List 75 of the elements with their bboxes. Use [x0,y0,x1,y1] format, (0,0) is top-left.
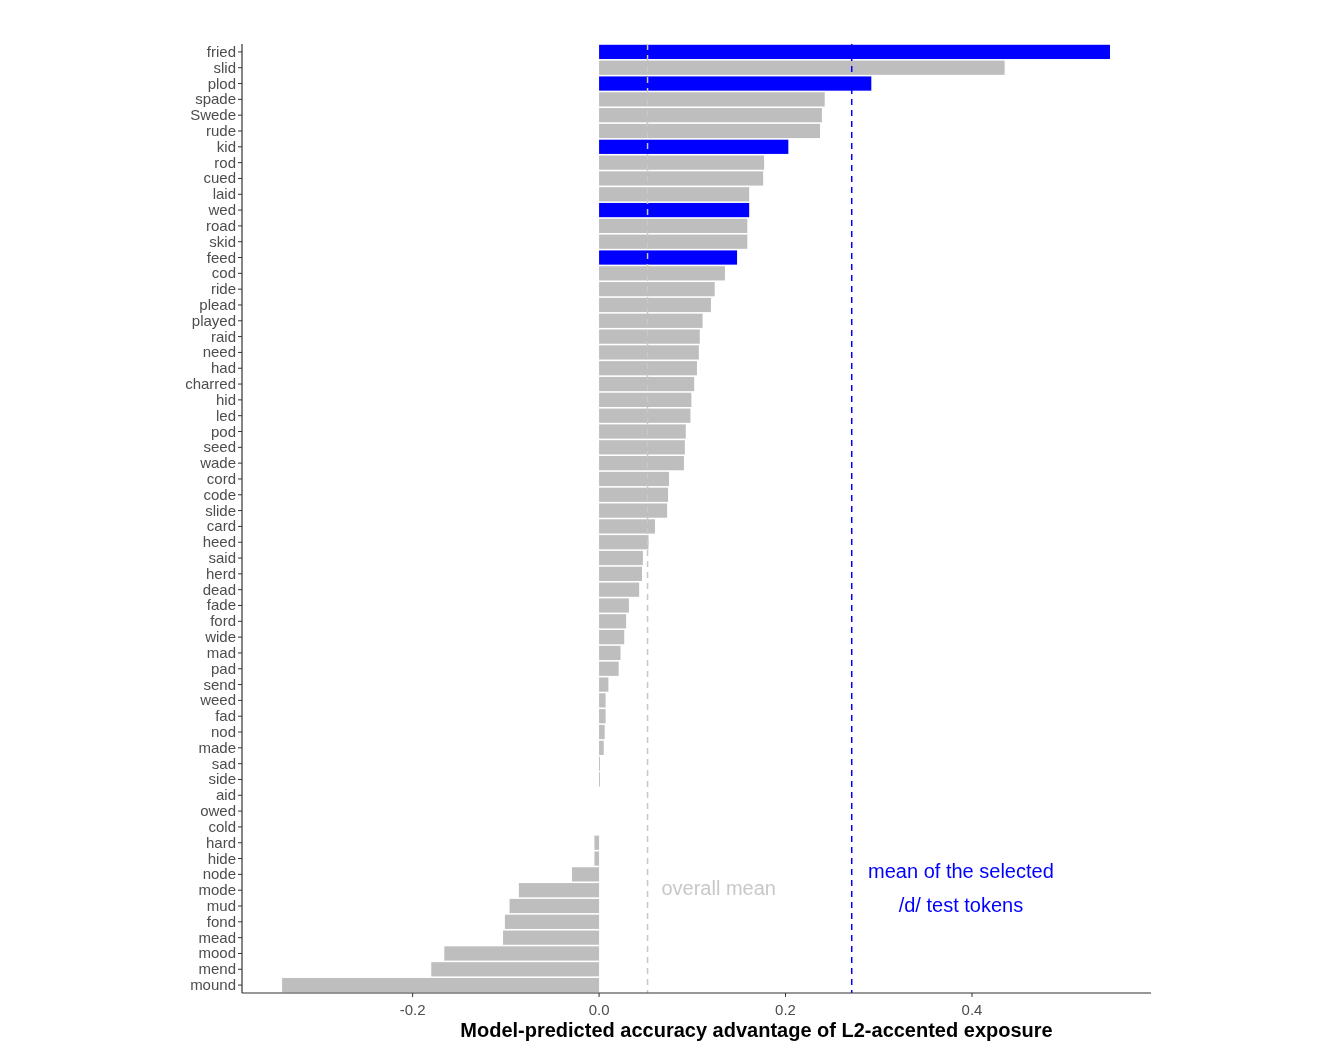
y-tick-label: laid [212,185,236,203]
y-tick-label: had [210,359,236,377]
y-tick-label: mound [190,976,236,994]
bar [599,250,738,265]
y-tick-label: wide [204,628,236,646]
y-tick-label: mud [206,897,236,915]
y-tick-label: rod [214,153,236,171]
bar [599,202,750,218]
y-tick-label: pod [210,422,236,440]
y-tick-label: fried [206,42,236,60]
y-tick-label: fad [215,707,236,725]
y-tick-label: skid [209,232,236,250]
x-axis-title: Model-predicted accuracy advantage of L2-accented exposure [460,1019,1053,1041]
y-tick-label: kid [216,137,236,155]
x-tick-label: 0.2 [775,1001,796,1018]
y-tick-label: pad [210,659,236,677]
y-tick-label: sad [211,754,236,772]
y-tick-label: fade [206,596,236,614]
y-tick-label: Swede [190,106,236,124]
y-tick-label: said [208,549,236,567]
bar [599,740,604,755]
y-tick-label: hard [205,833,236,851]
y-tick-label: dead [202,580,236,598]
x-tick-label: 0.0 [588,1001,610,1018]
y-tick-label: cod [211,264,236,282]
bar [599,139,789,154]
x-tick-label: -0.2 [399,1001,426,1018]
y-tick-label: slide [205,501,236,519]
ref-line-label: mean of the selected /d/ test tokens [868,860,1054,916]
bar [599,645,621,661]
y-tick-label: side [208,770,236,788]
bar [504,914,600,929]
bar [599,550,643,566]
y-tick-label: code [203,485,236,503]
bar [509,898,600,914]
bar [282,977,600,993]
y-tick-label: charred [185,375,236,393]
bar [518,883,600,898]
y-tick-label: herd [205,564,236,582]
y-tick-label: weed [199,691,236,709]
y-tick-label: hid [215,390,236,408]
y-tick-label: cold [208,817,236,835]
y-tick-label: hide [207,849,236,867]
y-tick-label: feed [206,248,236,266]
y-tick-label: road [205,216,236,234]
y-tick-label: wade [199,454,236,472]
y-tick-label: owed [200,802,236,820]
x-tick-label: 0.4 [961,1001,983,1018]
y-tick-label: aid [215,786,236,804]
y-tick-label: mode [198,881,236,899]
y-tick-label: card [206,517,236,535]
y-tick-label: mad [206,643,236,661]
y-tick-label: mead [198,928,236,946]
y-tick-label: cued [203,169,236,187]
y-tick-label: mend [198,960,236,978]
y-tick-label: fond [206,912,236,930]
y-tick-label: slid [213,58,236,76]
bar [599,630,625,645]
y-tick-label: plead [199,295,236,313]
y-tick-label: spade [195,90,236,108]
y-tick-label: rude [205,121,236,139]
y-tick-label: wed [207,201,236,219]
y-tick-label: nod [210,723,236,741]
y-tick-label: led [215,406,236,424]
y-tick-label: mood [198,944,236,962]
y-tick-label: plod [207,74,236,92]
y-tick-label: heed [202,533,236,551]
y-tick-label: ride [210,280,236,298]
y-tick-label: ford [210,612,236,630]
bar [599,566,642,581]
y-tick-label: made [198,738,236,756]
bar [599,724,605,740]
y-tick-label: need [202,343,236,361]
y-tick-label: cord [206,469,236,487]
y-tick-label: node [202,865,236,883]
